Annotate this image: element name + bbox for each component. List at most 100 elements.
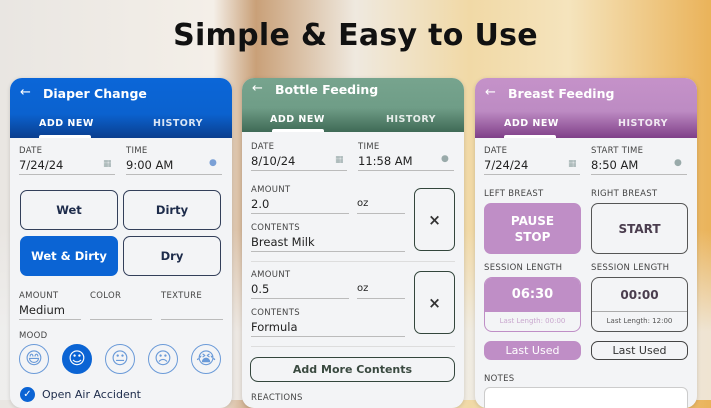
clock-icon[interactable]: ● bbox=[441, 154, 449, 164]
screen-title: Bottle Feeding bbox=[275, 82, 379, 97]
dirty-button[interactable]: Dirty bbox=[123, 190, 221, 230]
session-length-label: SESSION LENGTH bbox=[484, 263, 563, 273]
back-arrow-icon[interactable]: ← bbox=[20, 85, 31, 100]
left-timer: 06:30 Last Length: 00:00 bbox=[484, 277, 581, 332]
neutral-face-icon[interactable]: 😐 bbox=[105, 344, 135, 374]
check-icon[interactable]: ✓ bbox=[20, 387, 35, 402]
calendar-icon[interactable]: ▦ bbox=[335, 155, 344, 165]
divider bbox=[357, 213, 405, 214]
contents-field[interactable]: Breast Milk bbox=[251, 235, 315, 249]
divider bbox=[251, 346, 455, 347]
right-last-length: Last Length: 12:00 bbox=[606, 317, 673, 325]
divider bbox=[591, 174, 687, 175]
divider bbox=[161, 319, 223, 320]
left-breast-label: LEFT BREAST bbox=[484, 189, 544, 199]
divider bbox=[484, 174, 580, 175]
clock-icon[interactable]: ● bbox=[209, 158, 217, 168]
wet-button[interactable]: Wet bbox=[20, 190, 118, 230]
date-label: DATE bbox=[251, 142, 275, 152]
calendar-icon[interactable]: ▦ bbox=[103, 159, 112, 169]
pause-stop-button[interactable]: PAUSE STOP bbox=[484, 203, 581, 254]
diaper-change-screen: ← Diaper Change ADD NEW HISTORY DATE 7/2… bbox=[10, 78, 232, 408]
tab-history[interactable]: HISTORY bbox=[153, 118, 204, 129]
active-tab-indicator bbox=[504, 135, 556, 138]
date-field[interactable]: 7/24/24 bbox=[484, 158, 529, 172]
tab-add-new[interactable]: ADD NEW bbox=[39, 118, 94, 129]
headline: Simple & Easy to Use bbox=[173, 18, 538, 53]
divider bbox=[357, 298, 405, 299]
divider bbox=[90, 319, 152, 320]
pause-label: PAUSE bbox=[510, 213, 555, 228]
mood-label: MOOD bbox=[19, 331, 48, 341]
divider bbox=[251, 251, 405, 252]
bottle-feeding-screen: ← Bottle Feeding ADD NEW HISTORY DATE 8/… bbox=[242, 78, 464, 408]
amount-field[interactable]: Medium bbox=[19, 303, 65, 317]
clock-icon[interactable]: ● bbox=[674, 158, 682, 168]
crying-face-icon[interactable]: 😭 bbox=[191, 344, 221, 374]
time-field[interactable]: 11:58 AM bbox=[358, 154, 413, 168]
start-time-field[interactable]: 8:50 AM bbox=[591, 158, 639, 172]
content-entry: AMOUNT 2.0 oz CONTENTS Breast Milk × bbox=[242, 182, 464, 262]
screen-title: Diaper Change bbox=[43, 86, 147, 101]
app-header: ← Diaper Change ADD NEW HISTORY bbox=[10, 78, 232, 138]
session-length-label: SESSION LENGTH bbox=[591, 263, 670, 273]
active-tab-indicator bbox=[272, 129, 324, 132]
contents-field[interactable]: Formula bbox=[251, 320, 298, 334]
left-last-used-button[interactable]: Last Used bbox=[484, 341, 581, 360]
start-time-label: START TIME bbox=[591, 146, 644, 156]
amount-field[interactable]: 0.5 bbox=[251, 282, 270, 296]
time-field[interactable]: 9:00 AM bbox=[126, 158, 174, 172]
smiling-face-icon[interactable]: ☺ bbox=[62, 344, 92, 374]
unit-field[interactable]: oz bbox=[357, 283, 369, 294]
divider bbox=[358, 170, 454, 171]
reactions-label: REACTIONS bbox=[251, 393, 303, 403]
divider bbox=[251, 261, 455, 262]
right-breast-label: RIGHT BREAST bbox=[591, 189, 658, 199]
divider bbox=[19, 319, 81, 320]
back-arrow-icon[interactable]: ← bbox=[485, 85, 496, 100]
divider bbox=[251, 170, 347, 171]
time-label: TIME bbox=[126, 146, 148, 156]
notes-label: NOTES bbox=[484, 374, 515, 384]
amount-label: AMOUNT bbox=[251, 270, 291, 280]
left-last-length: Last Length: 00:00 bbox=[499, 317, 566, 325]
right-timer-value: 00:00 bbox=[592, 278, 687, 312]
left-timer-value: 06:30 bbox=[485, 278, 580, 312]
divider bbox=[251, 298, 349, 299]
tab-history[interactable]: HISTORY bbox=[386, 114, 437, 125]
texture-label: TEXTURE bbox=[161, 291, 203, 301]
breast-feeding-screen: ← Breast Feeding ADD NEW HISTORY DATE 7/… bbox=[475, 78, 697, 408]
laughing-face-icon[interactable]: 😄 bbox=[19, 344, 49, 374]
amount-label: AMOUNT bbox=[19, 291, 59, 301]
start-button[interactable]: START bbox=[591, 203, 688, 254]
color-label: COLOR bbox=[90, 291, 122, 301]
dry-button[interactable]: Dry bbox=[123, 236, 221, 276]
remove-entry-button[interactable]: × bbox=[414, 271, 455, 334]
add-more-contents-button[interactable]: Add More Contents bbox=[250, 357, 455, 382]
amount-field[interactable]: 2.0 bbox=[251, 197, 270, 211]
screen-title: Breast Feeding bbox=[508, 86, 615, 101]
contents-label: CONTENTS bbox=[251, 223, 300, 233]
date-field[interactable]: 8/10/24 bbox=[251, 154, 296, 168]
wet-and-dirty-button[interactable]: Wet & Dirty bbox=[20, 236, 118, 276]
right-last-used-button[interactable]: Last Used bbox=[591, 341, 688, 360]
app-header: ← Bottle Feeding ADD NEW HISTORY bbox=[242, 78, 464, 132]
calendar-icon[interactable]: ▦ bbox=[568, 159, 577, 169]
tab-add-new[interactable]: ADD NEW bbox=[504, 118, 559, 129]
tab-history[interactable]: HISTORY bbox=[618, 118, 669, 129]
amount-label: AMOUNT bbox=[251, 185, 291, 195]
contents-label: CONTENTS bbox=[251, 308, 300, 318]
date-label: DATE bbox=[484, 146, 508, 156]
tab-add-new[interactable]: ADD NEW bbox=[270, 114, 325, 125]
stop-label: STOP bbox=[514, 229, 551, 244]
active-tab-indicator bbox=[39, 135, 91, 138]
date-field[interactable]: 7/24/24 bbox=[19, 158, 64, 172]
divider bbox=[251, 213, 349, 214]
date-label: DATE bbox=[19, 146, 43, 156]
notes-input[interactable] bbox=[484, 387, 688, 408]
back-arrow-icon[interactable]: ← bbox=[252, 81, 263, 96]
divider bbox=[19, 174, 115, 175]
sad-face-icon[interactable]: ☹ bbox=[148, 344, 178, 374]
remove-entry-button[interactable]: × bbox=[414, 188, 455, 251]
unit-field[interactable]: oz bbox=[357, 198, 369, 209]
